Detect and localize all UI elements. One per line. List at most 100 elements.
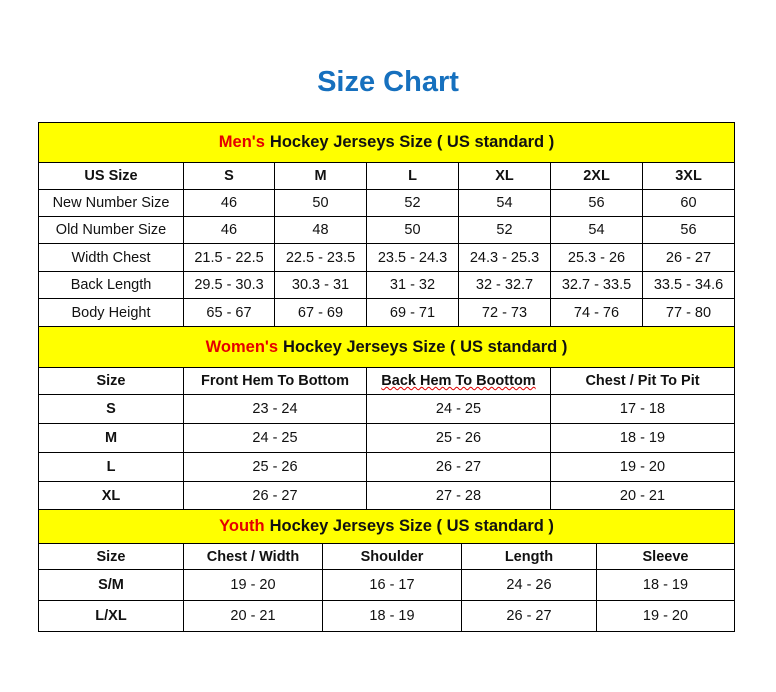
men-banner-highlight: Men's [218, 133, 265, 151]
women-table-cell-text: 26 - 27 [252, 487, 298, 504]
women-table-cell-text: 23 - 24 [252, 401, 298, 417]
men-header-cell-text: L [408, 168, 417, 184]
women-table-cell-text: L [106, 459, 116, 475]
men-table-cell-text: 29.5 - 30.3 [194, 277, 264, 293]
youth-header-cell: Shoulder [322, 543, 462, 570]
women-header-cell-text: Back Hem To Boottom [381, 373, 536, 389]
men-table-cell: 29.5 - 30.3 [183, 271, 275, 299]
men-table-cell: 52 [366, 189, 459, 217]
men-table-cell-text: 54 [588, 222, 605, 238]
men-table-cell: 33.5 - 34.6 [642, 271, 735, 299]
men-banner-title: Hockey Jerseys Size ( US standard ) [269, 133, 555, 151]
men-table-cell-text: 21.5 - 22.5 [194, 249, 264, 266]
women-table-cell: 26 - 27 [366, 452, 551, 482]
youth-table-cell-text: 18 - 19 [642, 577, 689, 593]
women-table-cell-text: 18 - 19 [619, 430, 666, 446]
youth-header-cell-text: Shoulder [360, 548, 424, 565]
youth-table-cell-text: 19 - 20 [642, 608, 689, 624]
men-table-cell: Width Chest [38, 243, 184, 272]
women-table-cell-text: 26 - 27 [435, 459, 482, 475]
youth-table-cell: S/M [38, 569, 184, 601]
women-table-cell: 26 - 27 [183, 481, 367, 510]
men-table-cell: 30.3 - 31 [274, 271, 367, 299]
women-table-cell-text: S [106, 401, 116, 417]
men-table-cell: 26 - 27 [642, 243, 735, 272]
men-table-cell: 72 - 73 [458, 298, 551, 327]
men-table-cell-text: 74 - 76 [573, 304, 620, 321]
men-table-cell: 48 [274, 216, 367, 244]
men-table-cell-text: 50 [312, 195, 329, 211]
men-table-cell-text: 46 [220, 195, 238, 211]
youth-table-cell: 24 - 26 [461, 569, 597, 601]
youth-table-cell-text: 20 - 21 [230, 608, 276, 624]
women-table-cell-text: 25 - 26 [435, 430, 482, 446]
women-header-cell: Back Hem To Boottom [366, 367, 551, 395]
youth-table-cell: 20 - 21 [183, 600, 323, 632]
men-table-cell: 21.5 - 22.5 [183, 243, 275, 272]
women-table-cell-text: XL [101, 487, 121, 504]
men-header-cell: 2XL [550, 162, 643, 190]
men-table-cell: 50 [366, 216, 459, 244]
women-table-cell: 24 - 25 [366, 394, 551, 424]
women-table-cell-text: 17 - 18 [619, 401, 666, 417]
youth-table-cell-text: 19 - 20 [230, 577, 276, 593]
women-table-cell-text: 20 - 21 [619, 487, 666, 504]
men-table-cell-text: 54 [496, 195, 513, 211]
men-table-cell: 24.3 - 25.3 [458, 243, 551, 272]
men-table-cell-text: 33.5 - 34.6 [653, 277, 724, 293]
men-header-cell: M [274, 162, 367, 190]
men-table-cell: Old Number Size [38, 216, 184, 244]
men-table-cell: 52 [458, 216, 551, 244]
men-table-cell: 22.5 - 23.5 [274, 243, 367, 272]
men-header-cell-text: US Size [84, 168, 138, 184]
women-table-cell: L [38, 452, 184, 482]
men-table-cell-text: 48 [312, 222, 329, 238]
men-table-cell-text: 67 - 69 [297, 304, 344, 321]
men-table-cell: Back Length [38, 271, 184, 299]
men-table-cell: Body Height [38, 298, 184, 327]
youth-table-cell: 19 - 20 [183, 569, 323, 601]
women-table-cell: 25 - 26 [366, 423, 551, 453]
women-table-cell-text: M [104, 430, 118, 446]
men-table-cell: 60 [642, 189, 735, 217]
women-table-cell: 27 - 28 [366, 481, 551, 510]
men-table-cell-text: Back Length [70, 277, 152, 293]
men-table-cell-text: 65 - 67 [206, 304, 252, 321]
men-table-cell: 67 - 69 [274, 298, 367, 327]
men-table-cell: 56 [642, 216, 735, 244]
women-table-cell: XL [38, 481, 184, 510]
men-table-cell: 46 [183, 216, 275, 244]
men-table-cell-text: 23.5 - 24.3 [377, 249, 448, 266]
men-table-cell-text: 22.5 - 23.5 [285, 249, 356, 266]
men-header-cell: XL [458, 162, 551, 190]
women-table-cell: 25 - 26 [183, 452, 367, 482]
men-table-cell-text: 52 [404, 195, 421, 211]
men-table-cell: 31 - 32 [366, 271, 459, 299]
women-header-cell-text: Front Hem To Bottom [201, 373, 349, 389]
men-table-cell-text: 56 [588, 195, 605, 211]
men-table-cell-text: 72 - 73 [481, 304, 528, 321]
youth-table-cell-text: 16 - 17 [369, 577, 415, 593]
men-table-cell: 65 - 67 [183, 298, 275, 327]
women-table-cell-text: 27 - 28 [435, 487, 482, 504]
youth-header-cell: Size [38, 543, 184, 570]
men-table-cell: 32.7 - 33.5 [550, 271, 643, 299]
men-header-cell: 3XL [642, 162, 735, 190]
youth-table-cell: L/XL [38, 600, 184, 632]
women-header-cell-text: Size [96, 373, 126, 389]
men-table-cell-text: 24.3 - 25.3 [469, 249, 540, 266]
men-header-cell: US Size [38, 162, 184, 190]
men-table-cell: 32 - 32.7 [458, 271, 551, 299]
men-table-cell-text: 46 [220, 222, 238, 238]
women-header-cell-text: Chest / Pit To Pit [585, 373, 700, 389]
youth-table-cell: 18 - 19 [322, 600, 462, 632]
men-table-cell-text: 60 [680, 195, 697, 211]
men-header-cell-text: XL [495, 168, 514, 184]
youth-header-cell-text: Length [504, 548, 554, 565]
men-table-cell-text: Width Chest [71, 249, 151, 266]
men-table-cell-text: 32.7 - 33.5 [561, 277, 632, 293]
women-table-cell: 24 - 25 [183, 423, 367, 453]
men-table-cell: 25.3 - 26 [550, 243, 643, 272]
women-table-cell: 20 - 21 [550, 481, 735, 510]
youth-banner-title: Hockey Jerseys Size ( US standard ) [269, 517, 554, 535]
